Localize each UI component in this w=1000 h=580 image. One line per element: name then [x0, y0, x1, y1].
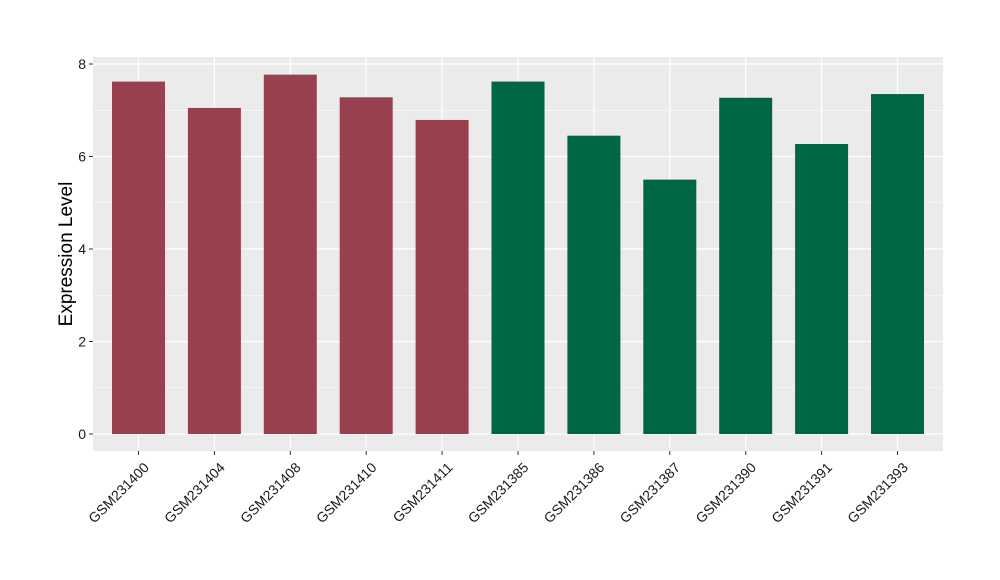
y-tick-label: 4: [78, 241, 86, 257]
bar-GSM231400: [112, 81, 165, 434]
bar-GSM231411: [415, 119, 469, 435]
x-axis: GSM231400 GSM231404 GSM231408 GSM231410 GSM2…: [85, 451, 911, 526]
bar-GSM231404: [187, 107, 241, 434]
bar-GSM231391: [795, 144, 849, 434]
x-tick-label: GSM231410: [313, 459, 380, 526]
bar-GSM231393: [871, 94, 924, 434]
x-tick-label: GSM231386: [540, 459, 607, 526]
bar-GSM231385: [491, 81, 545, 434]
x-tick-label: GSM231385: [465, 459, 532, 526]
bar-GSM231387: [643, 179, 697, 434]
y-tick-label: 0: [78, 426, 86, 442]
bar-GSM231386: [567, 135, 621, 434]
x-tick-label: GSM231408: [237, 459, 304, 526]
y-axis: 0 2 4 6 8: [78, 56, 93, 442]
x-tick-label: GSM231393: [844, 459, 911, 526]
y-tick-label: 8: [78, 56, 86, 72]
y-tick-label: 6: [78, 149, 86, 165]
x-tick-label: GSM231390: [692, 459, 759, 526]
x-tick-label: GSM231404: [161, 459, 228, 526]
y-axis-title: Expression Level: [56, 182, 77, 327]
x-tick-label: GSM231391: [768, 459, 835, 526]
bars: [112, 74, 924, 435]
x-tick-label: GSM231411: [389, 459, 455, 525]
x-tick-label: GSM231387: [616, 459, 683, 526]
bar-GSM231408: [263, 74, 317, 434]
bar-GSM231390: [719, 97, 773, 434]
bar-GSM231410: [339, 97, 393, 435]
y-tick-label: 2: [78, 334, 86, 350]
x-tick-label: GSM231400: [85, 459, 152, 526]
